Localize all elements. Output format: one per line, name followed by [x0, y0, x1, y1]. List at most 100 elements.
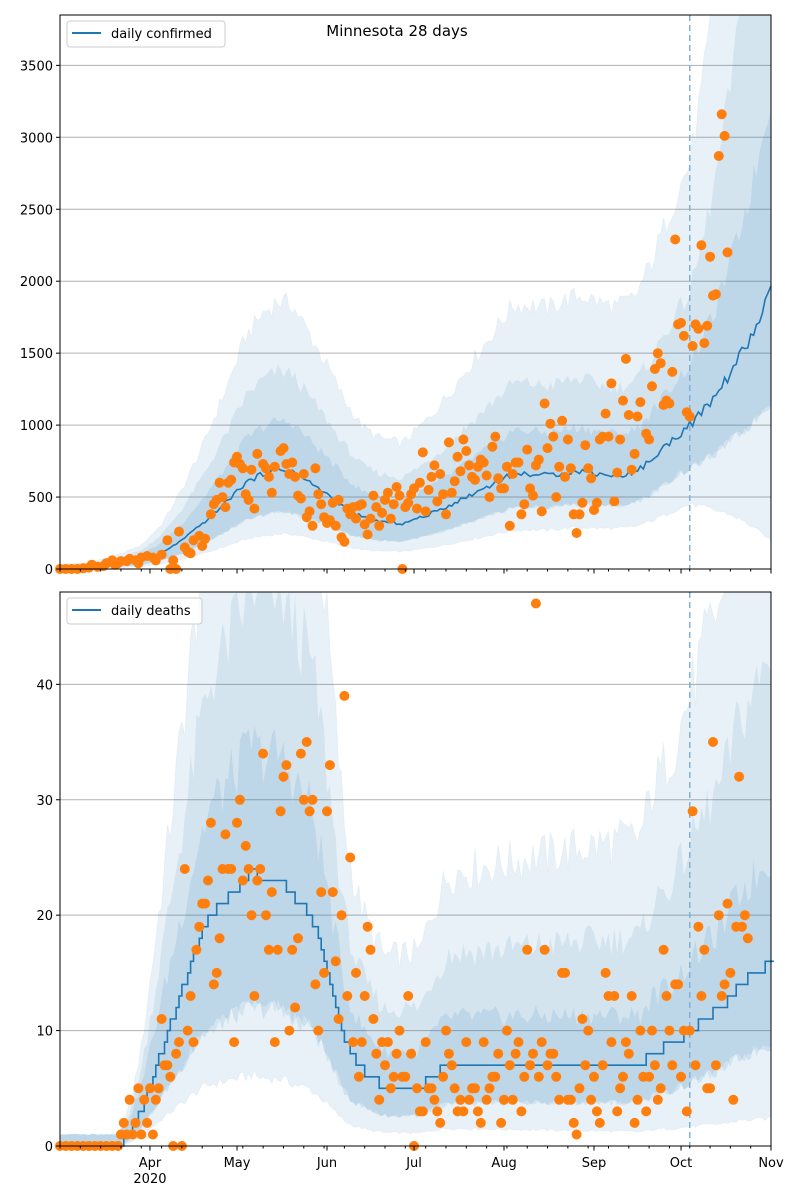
observed-point: [667, 1060, 678, 1071]
observed-point: [664, 398, 675, 409]
observed-point: [490, 1071, 501, 1082]
observed-point: [618, 395, 628, 406]
axes-frame-confirmed: [59, 14, 772, 570]
observed-point: [470, 1083, 480, 1094]
observed-point: [737, 921, 747, 932]
observed-point: [551, 1071, 562, 1082]
observed-point: [554, 461, 565, 472]
observed-point: [394, 1025, 405, 1036]
observed-point: [382, 487, 393, 498]
observed-point: [185, 548, 196, 559]
observed-point: [301, 737, 312, 747]
observed-point: [351, 513, 361, 524]
observed-point: [391, 1048, 402, 1059]
observed-point: [226, 864, 237, 874]
observed-point: [316, 887, 327, 898]
observed-point: [374, 520, 385, 531]
observed-point: [452, 451, 463, 462]
observed-point: [243, 864, 254, 874]
deaths-points: [55, 598, 753, 1151]
observed-point: [261, 910, 271, 921]
observed-point: [205, 817, 216, 828]
observed-point: [371, 1048, 382, 1059]
observed-point: [536, 1037, 547, 1048]
observed-point: [203, 875, 213, 886]
observed-point: [618, 1071, 628, 1082]
observed-point: [545, 418, 556, 429]
observed-point: [362, 529, 373, 540]
observed-point: [699, 338, 710, 349]
observed-point: [153, 1083, 164, 1094]
band-inner: [60, 725, 771, 1146]
observed-point: [208, 979, 219, 990]
observed-point: [734, 771, 745, 782]
observed-point: [583, 463, 594, 474]
observed-point: [713, 910, 724, 921]
observed-point: [179, 864, 190, 874]
observed-point: [472, 1106, 483, 1117]
observed-point: [432, 1106, 443, 1117]
observed-point: [191, 944, 202, 955]
observed-point: [693, 323, 704, 334]
observed-point: [272, 944, 283, 955]
observed-point: [528, 1048, 538, 1059]
observed-point: [200, 533, 211, 544]
observed-point: [435, 1117, 446, 1128]
x-tick-label: Apr: [139, 1156, 162, 1171]
observed-point: [600, 408, 611, 419]
y-tick-label: 40: [36, 678, 53, 693]
observed-point: [249, 503, 260, 514]
observed-point: [635, 1025, 646, 1036]
observed-point: [693, 921, 704, 932]
observed-point: [742, 933, 753, 944]
observed-point: [705, 1083, 716, 1094]
observed-point: [722, 898, 733, 909]
observed-point: [487, 441, 498, 452]
observed-point: [307, 794, 318, 805]
observed-point: [365, 513, 376, 524]
observed-point: [458, 1106, 469, 1117]
observed-point: [577, 497, 588, 508]
observed-point: [255, 864, 266, 874]
observed-point: [519, 1071, 530, 1082]
observed-point: [240, 840, 251, 851]
observed-point: [504, 520, 515, 531]
observed-point: [284, 1025, 295, 1036]
observed-point: [687, 341, 698, 351]
observed-point: [699, 944, 710, 955]
observed-point: [446, 1060, 457, 1071]
y-tick-label: 500: [28, 491, 53, 506]
observed-point: [690, 1060, 701, 1071]
observed-point: [580, 1060, 591, 1071]
observed-point: [739, 910, 750, 921]
observed-point: [710, 289, 721, 300]
observed-point: [310, 979, 321, 990]
observed-point: [484, 492, 495, 503]
observed-point: [530, 598, 541, 609]
axes-frame-deaths: [59, 591, 772, 1147]
observed-point: [565, 1094, 576, 1105]
observed-point: [647, 381, 657, 392]
observed-point: [368, 1014, 379, 1024]
observed-point: [385, 1083, 396, 1094]
observed-point: [295, 748, 306, 759]
legend-confirmed: daily confirmed: [66, 20, 226, 48]
observed-point: [382, 1037, 393, 1048]
observed-point: [449, 1083, 460, 1094]
observed-point: [496, 1117, 507, 1128]
observed-point: [513, 1037, 524, 1048]
observed-point: [290, 471, 301, 482]
observed-point: [519, 499, 530, 510]
observed-point: [258, 748, 269, 759]
confirmed-panel: 0 500 1000 1500 2000 2500 3000 3500 Minnesota 2…: [20, 14, 772, 578]
observed-point: [403, 991, 414, 1001]
observed-point: [542, 1060, 553, 1071]
observed-point: [403, 497, 414, 508]
observed-point: [629, 1117, 640, 1128]
observed-point: [229, 1037, 240, 1048]
observed-point: [533, 1071, 544, 1082]
x-tick-label: Sep: [582, 1156, 607, 1171]
observed-point: [478, 1037, 489, 1048]
observed-point: [295, 493, 306, 504]
